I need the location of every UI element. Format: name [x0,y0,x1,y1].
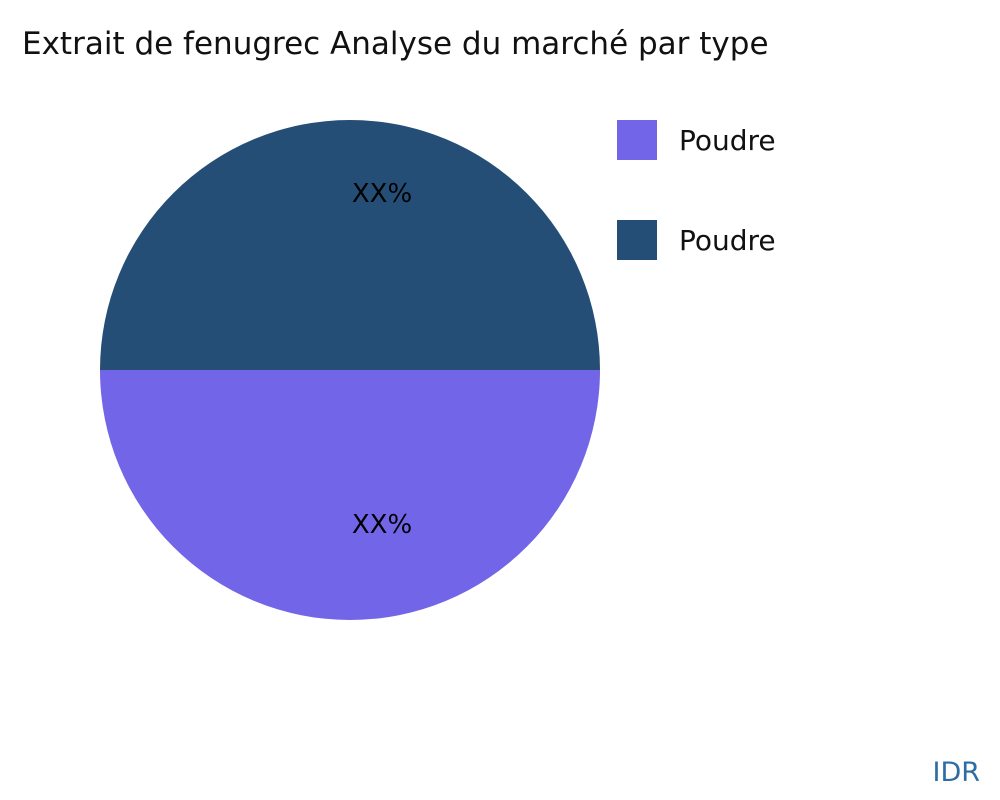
pie-chart [100,120,600,620]
legend: Poudre Poudre [617,120,776,260]
legend-swatch-navy [617,220,657,260]
pie-slice-label-bottom: XX% [351,510,413,540]
legend-swatch-purple [617,120,657,160]
watermark-idr: IDR [932,757,980,788]
legend-label: Poudre [679,123,776,157]
pie-slice-label-top: XX% [351,179,413,209]
chart-title: Extrait de fenugrec Analyse du marché pa… [22,26,769,62]
legend-label: Poudre [679,223,776,257]
legend-item-poudre-navy: Poudre [617,220,776,260]
legend-item-poudre-purple: Poudre [617,120,776,160]
